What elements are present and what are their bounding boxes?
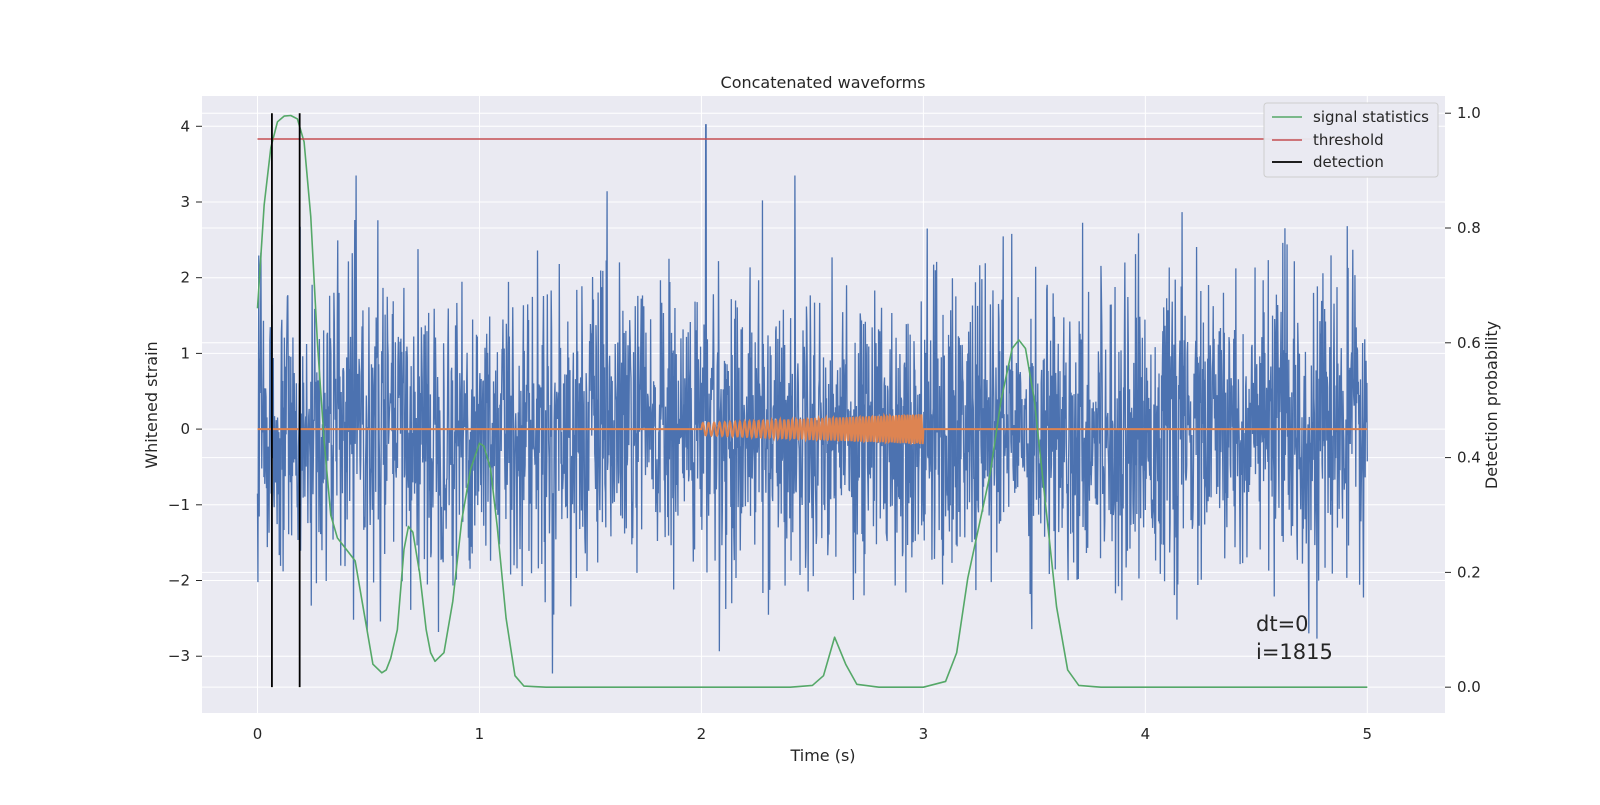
strain-line <box>256 124 1368 674</box>
axis-ticks: 0 1 2 3 4 5 −3 −2 −1 0 1 2 3 4 0.0 0.2 0.4 0.6 0.8 1.0 <box>168 104 1481 743</box>
signal-statistics-line <box>256 114 1368 688</box>
template-line <box>257 412 1368 446</box>
legend: signal statistics threshold detection <box>1263 102 1439 178</box>
annotation-index: i=1815 <box>1256 640 1333 664</box>
x-tick-label: 3 <box>919 725 929 743</box>
y2-tick-label: 0.0 <box>1457 678 1481 696</box>
y-tick-label: 1 <box>180 344 190 362</box>
y-axis-label: Whitened strain <box>142 341 161 468</box>
legend-box <box>1263 102 1439 178</box>
y-tick-label: −2 <box>168 572 190 590</box>
y2-tick-label: 1.0 <box>1457 104 1481 122</box>
annotation-dt: dt=0 <box>1256 612 1309 636</box>
x-tick-label: 1 <box>475 725 485 743</box>
y-tick-label: −3 <box>168 647 190 665</box>
y-tick-label: −1 <box>168 496 190 514</box>
y2-tick-label: 0.4 <box>1457 449 1481 467</box>
x-tick-label: 2 <box>697 725 707 743</box>
strain-series <box>256 124 1368 674</box>
legend-label-threshold: threshold <box>1313 131 1384 149</box>
y-tick-label: 2 <box>180 269 190 287</box>
y2-tick-label: 0.6 <box>1457 334 1481 352</box>
y2-axis-label: Detection probability <box>1482 321 1501 489</box>
x-axis-label: Time (s) <box>789 746 855 765</box>
x-tick-label: 5 <box>1363 725 1373 743</box>
chart-title: Concatenated waveforms <box>721 73 926 92</box>
y-tick-label: 4 <box>180 117 190 135</box>
legend-label-signal-statistics: signal statistics <box>1313 108 1429 126</box>
detection-series <box>271 113 301 688</box>
legend-label-detection: detection <box>1313 153 1384 171</box>
x-tick-label: 0 <box>253 725 263 743</box>
y2-tick-label: 0.8 <box>1457 219 1481 237</box>
template-series <box>257 412 1368 446</box>
y2-tick-label: 0.2 <box>1457 563 1481 581</box>
y-tick-label: 0 <box>180 420 190 438</box>
y-tick-label: 3 <box>180 193 190 211</box>
signal-statistics-series <box>256 114 1368 688</box>
x-tick-label: 4 <box>1141 725 1151 743</box>
